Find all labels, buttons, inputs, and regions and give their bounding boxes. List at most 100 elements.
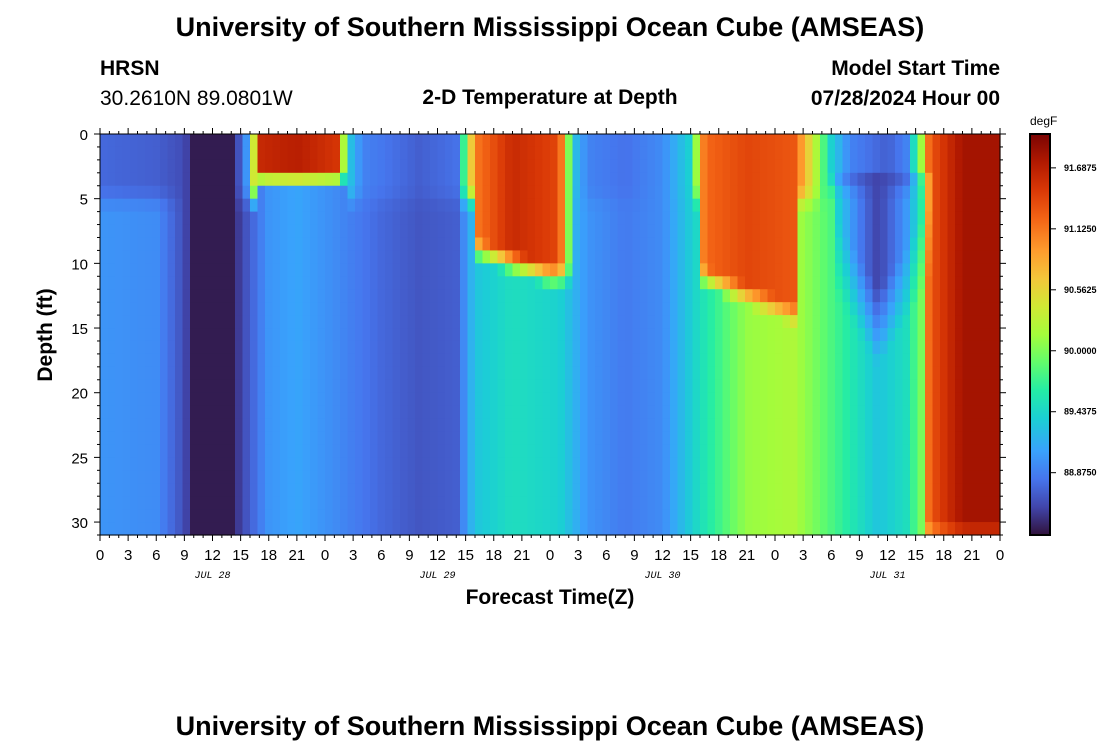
- heatmap-cell: [557, 509, 566, 523]
- heatmap-cell: [205, 444, 214, 458]
- heatmap-cell: [377, 250, 386, 264]
- heatmap-cell: [797, 237, 806, 252]
- heatmap-cell: [625, 405, 634, 420]
- heatmap-cell: [782, 340, 791, 355]
- heatmap-cell: [805, 224, 814, 239]
- heatmap-cell: [407, 302, 416, 316]
- heatmap-cell: [835, 172, 844, 187]
- heatmap-cell: [797, 483, 806, 497]
- heatmap-cell: [272, 379, 281, 394]
- heatmap-cell: [145, 159, 154, 174]
- heatmap-cell: [295, 250, 304, 264]
- heatmap-cell: [745, 392, 754, 407]
- heatmap-cell: [820, 483, 829, 497]
- heatmap-cell: [587, 405, 596, 420]
- heatmap-cell: [617, 470, 626, 484]
- heatmap-cell: [400, 134, 409, 148]
- heatmap-cell: [490, 522, 499, 536]
- heatmap-cell: [947, 444, 956, 458]
- heatmap-cell: [325, 224, 334, 239]
- heatmap-cell: [400, 250, 409, 264]
- heatmap-cell: [490, 470, 499, 484]
- heatmap-cell: [782, 379, 791, 394]
- heatmap-cell: [422, 302, 431, 316]
- heatmap-cell: [370, 379, 379, 394]
- heatmap-cell: [655, 457, 664, 471]
- y-tick-label: 30: [71, 515, 88, 532]
- heatmap-cell: [782, 418, 791, 433]
- heatmap-cell: [775, 159, 784, 174]
- colorbar-tick-label: 90.0000: [1064, 346, 1097, 356]
- heatmap-cell: [640, 405, 649, 420]
- heatmap-cell: [460, 211, 469, 226]
- heatmap-cell: [737, 302, 746, 316]
- heatmap-cell: [887, 263, 896, 277]
- heatmap-cell: [257, 302, 266, 316]
- heatmap-cell: [685, 263, 694, 277]
- heatmap-cell: [617, 276, 626, 290]
- heatmap-cell: [175, 392, 184, 407]
- heatmap-cell: [775, 392, 784, 407]
- heatmap-cell: [242, 185, 251, 200]
- heatmap-cell: [902, 483, 911, 497]
- heatmap-cell: [257, 134, 266, 148]
- heatmap-cell: [347, 522, 356, 536]
- heatmap-cell: [197, 457, 206, 471]
- heatmap-cell: [685, 457, 694, 471]
- chart-title: 2-D Temperature at Depth: [422, 86, 677, 109]
- heatmap-cell: [430, 444, 439, 458]
- heatmap-cell: [962, 289, 971, 303]
- heatmap-cell: [347, 431, 356, 446]
- heatmap-cell: [610, 263, 619, 277]
- heatmap-cell: [572, 159, 581, 174]
- heatmap-cell: [137, 172, 146, 187]
- heatmap-cell: [707, 379, 716, 394]
- heatmap-cell: [580, 496, 589, 510]
- heatmap-cell: [715, 405, 724, 420]
- heatmap-cell: [565, 522, 574, 536]
- heatmap-cell: [317, 237, 326, 252]
- heatmap-cell: [692, 457, 701, 471]
- heatmap-cell: [302, 328, 311, 342]
- heatmap-cell: [752, 405, 761, 420]
- heatmap-cell: [775, 340, 784, 355]
- heatmap-cell: [122, 509, 131, 523]
- heatmap-cell: [692, 431, 701, 446]
- heatmap-cell: [700, 289, 709, 303]
- heatmap-cell: [902, 418, 911, 433]
- heatmap-cell: [437, 379, 446, 394]
- heatmap-cell: [115, 302, 124, 316]
- heatmap-cell: [925, 250, 934, 264]
- heatmap-cell: [535, 289, 544, 303]
- heatmap-cell: [902, 224, 911, 239]
- heatmap-cell: [415, 224, 424, 239]
- heatmap-cell: [527, 276, 536, 290]
- heatmap-cell: [647, 353, 656, 368]
- heatmap-cell: [512, 483, 521, 497]
- heatmap-cell: [340, 366, 349, 381]
- heatmap-cell: [797, 198, 806, 213]
- heatmap-cell: [887, 276, 896, 290]
- heatmap-cell: [940, 392, 949, 407]
- heatmap-cell: [932, 328, 941, 342]
- heatmap-cell: [100, 172, 109, 187]
- heatmap-cell: [415, 418, 424, 433]
- heatmap-cell: [760, 185, 769, 200]
- heatmap-cell: [902, 276, 911, 290]
- heatmap-cell: [700, 224, 709, 239]
- heatmap-cell: [130, 392, 139, 407]
- heatmap-cell: [917, 431, 926, 446]
- heatmap-cell: [797, 211, 806, 226]
- heatmap-cell: [722, 405, 731, 420]
- heatmap-cell: [767, 522, 776, 536]
- heatmap-cell: [310, 328, 319, 342]
- heatmap-cell: [175, 211, 184, 226]
- heatmap-cell: [797, 276, 806, 290]
- heatmap-cell: [775, 302, 784, 316]
- heatmap-cell: [940, 470, 949, 484]
- heatmap-cell: [212, 340, 221, 355]
- heatmap-cell: [917, 276, 926, 290]
- heatmap-cell: [557, 185, 566, 200]
- heatmap-cell: [182, 509, 191, 523]
- heatmap-cell: [760, 405, 769, 420]
